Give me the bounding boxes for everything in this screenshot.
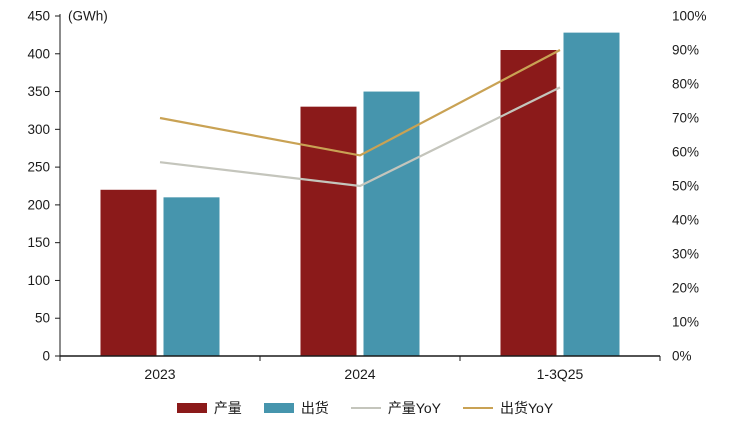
right-axis-label: 50% <box>672 179 699 194</box>
right-axis-label: 100% <box>672 9 707 24</box>
right-axis-label: 90% <box>672 43 699 58</box>
left-axis-label: 300 <box>27 122 50 137</box>
right-axis-label: 30% <box>672 247 699 262</box>
left-axis-label: 150 <box>27 235 50 250</box>
bar-产量-1-3Q25 <box>500 50 557 356</box>
left-axis-label: 250 <box>27 160 50 175</box>
right-axis-label: 60% <box>672 145 699 160</box>
right-axis-label: 20% <box>672 281 699 296</box>
chart-legend: 产量 出货 产量YoY 出货YoY <box>0 398 730 418</box>
legend-item-production-yoy: 产量YoY <box>350 398 441 418</box>
left-axis-label: 450 <box>27 9 50 24</box>
legend-swatch-shipment-yoy <box>463 406 493 410</box>
right-axis-label: 40% <box>672 213 699 228</box>
line-出货YoY <box>159 49 561 157</box>
legend-label-shipment: 出货 <box>300 400 329 416</box>
chart-plot-area: 0 50 100 150 200 250 300 350 400 450 (GWh) 0% 10% 20%… <box>27 9 707 383</box>
left-axis-unit-label: (GWh) <box>68 9 108 24</box>
right-axis-label: 0% <box>672 349 692 364</box>
left-axis-label: 100 <box>27 273 50 288</box>
line-产量YoY <box>159 86 561 188</box>
left-axis-label: 0 <box>42 349 50 364</box>
legend-swatch-production-yoy <box>350 406 381 410</box>
left-axis-label: 400 <box>27 46 50 61</box>
legend-item-shipment: 出货 <box>263 398 329 418</box>
right-axis-label: 80% <box>672 77 699 92</box>
legend-label-production-yoy: 产量YoY <box>387 400 441 416</box>
bar-出货-2023 <box>163 197 220 356</box>
right-axis-label: 10% <box>672 315 699 330</box>
x-axis-category-label: 1-3Q25 <box>537 366 584 382</box>
bar-产量-2024 <box>300 106 357 357</box>
legend-label-production: 产量 <box>213 400 242 416</box>
legend-swatch-shipment <box>263 403 294 413</box>
legend-item-shipment-yoy: 出货YoY <box>463 398 553 418</box>
bar-产量-2023 <box>100 189 157 356</box>
left-axis-label: 350 <box>27 84 50 99</box>
x-axis-category-label: 2023 <box>144 366 175 382</box>
bar-出货-2024 <box>363 91 420 357</box>
legend-label-shipment-yoy: 出货YoY <box>500 400 554 416</box>
legend-item-production: 产量 <box>176 398 242 418</box>
right-axis-label: 70% <box>672 111 699 126</box>
legend-swatch-production <box>176 403 207 413</box>
left-axis-label: 200 <box>27 197 50 212</box>
x-axis-category-label: 2024 <box>344 366 375 382</box>
left-axis-label: 50 <box>35 311 50 326</box>
bar-出货-1-3Q25 <box>563 32 620 356</box>
